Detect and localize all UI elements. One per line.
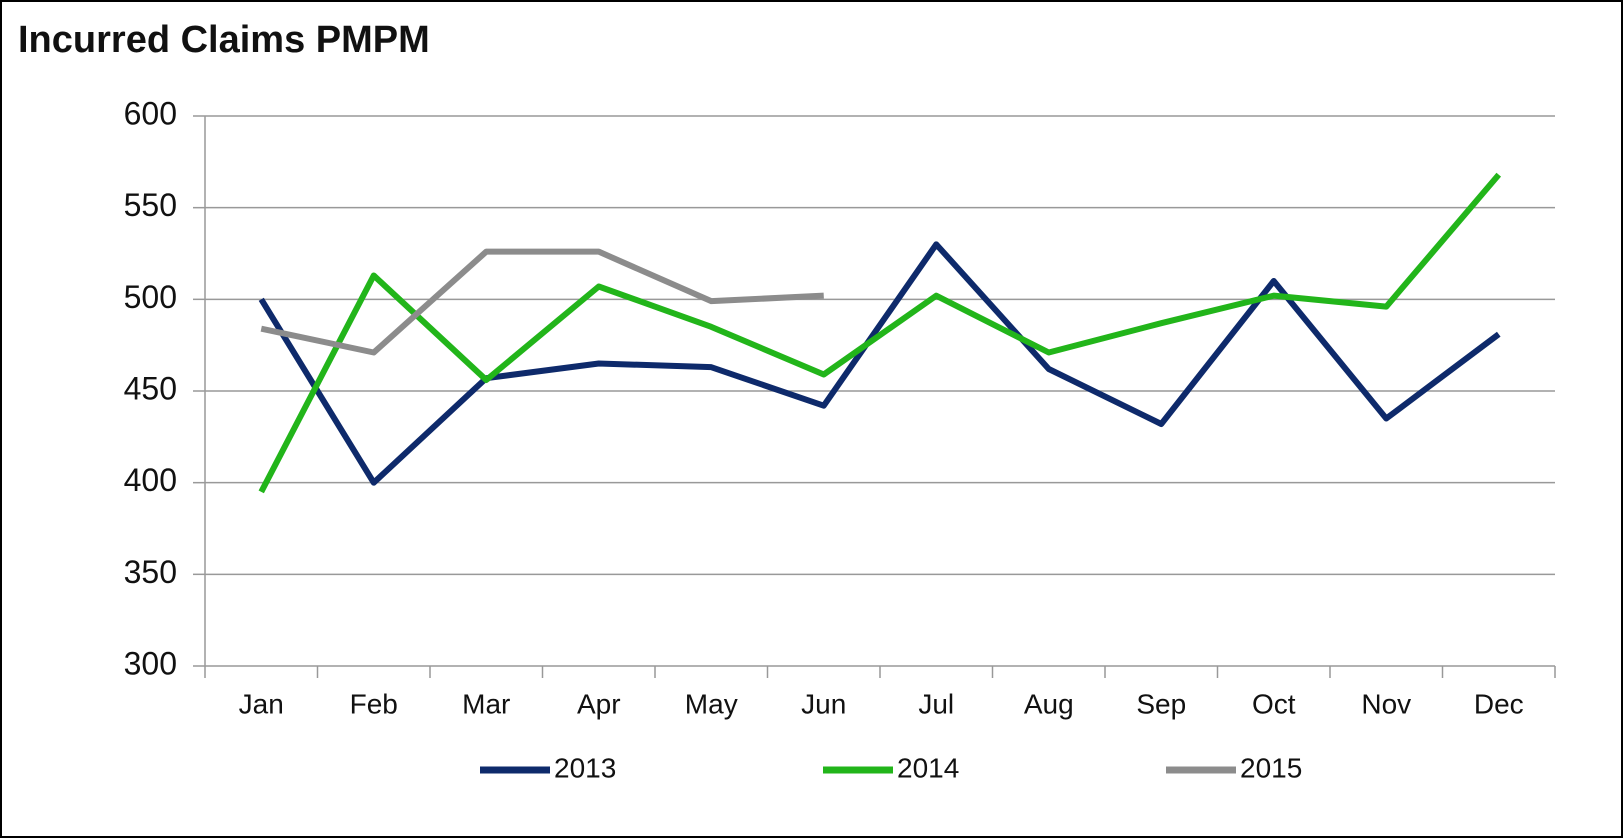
legend-label: 2013 [554, 752, 616, 783]
x-tick-label: Mar [462, 688, 510, 719]
series-line [260, 248, 824, 356]
y-tick-label: 350 [124, 554, 177, 590]
y-tick-label: 500 [124, 279, 177, 315]
x-tick-label: Feb [350, 688, 398, 719]
series-line [258, 172, 1502, 494]
legend-label: 2014 [897, 752, 959, 783]
x-tick-label: Aug [1024, 688, 1074, 719]
chart-title: Incurred Claims PMPM [18, 19, 430, 61]
y-tick-label: 550 [124, 187, 177, 223]
x-tick-label: Jun [801, 688, 846, 719]
x-tick-label: Nov [1361, 688, 1411, 719]
y-tick-label: 300 [124, 645, 177, 681]
series-line [258, 241, 1501, 486]
x-tick-label: Jul [918, 688, 954, 719]
x-tick-label: Dec [1474, 688, 1524, 719]
y-tick-label: 400 [124, 462, 177, 498]
x-tick-label: Sep [1136, 688, 1186, 719]
x-tick-label: Oct [1252, 688, 1296, 719]
legend-label: 2015 [1240, 752, 1302, 783]
y-tick-label: 600 [124, 95, 177, 131]
x-tick-label: Apr [577, 688, 621, 719]
x-tick-label: Jan [239, 688, 284, 719]
x-tick-label: May [685, 688, 738, 719]
y-tick-label: 450 [124, 370, 177, 406]
